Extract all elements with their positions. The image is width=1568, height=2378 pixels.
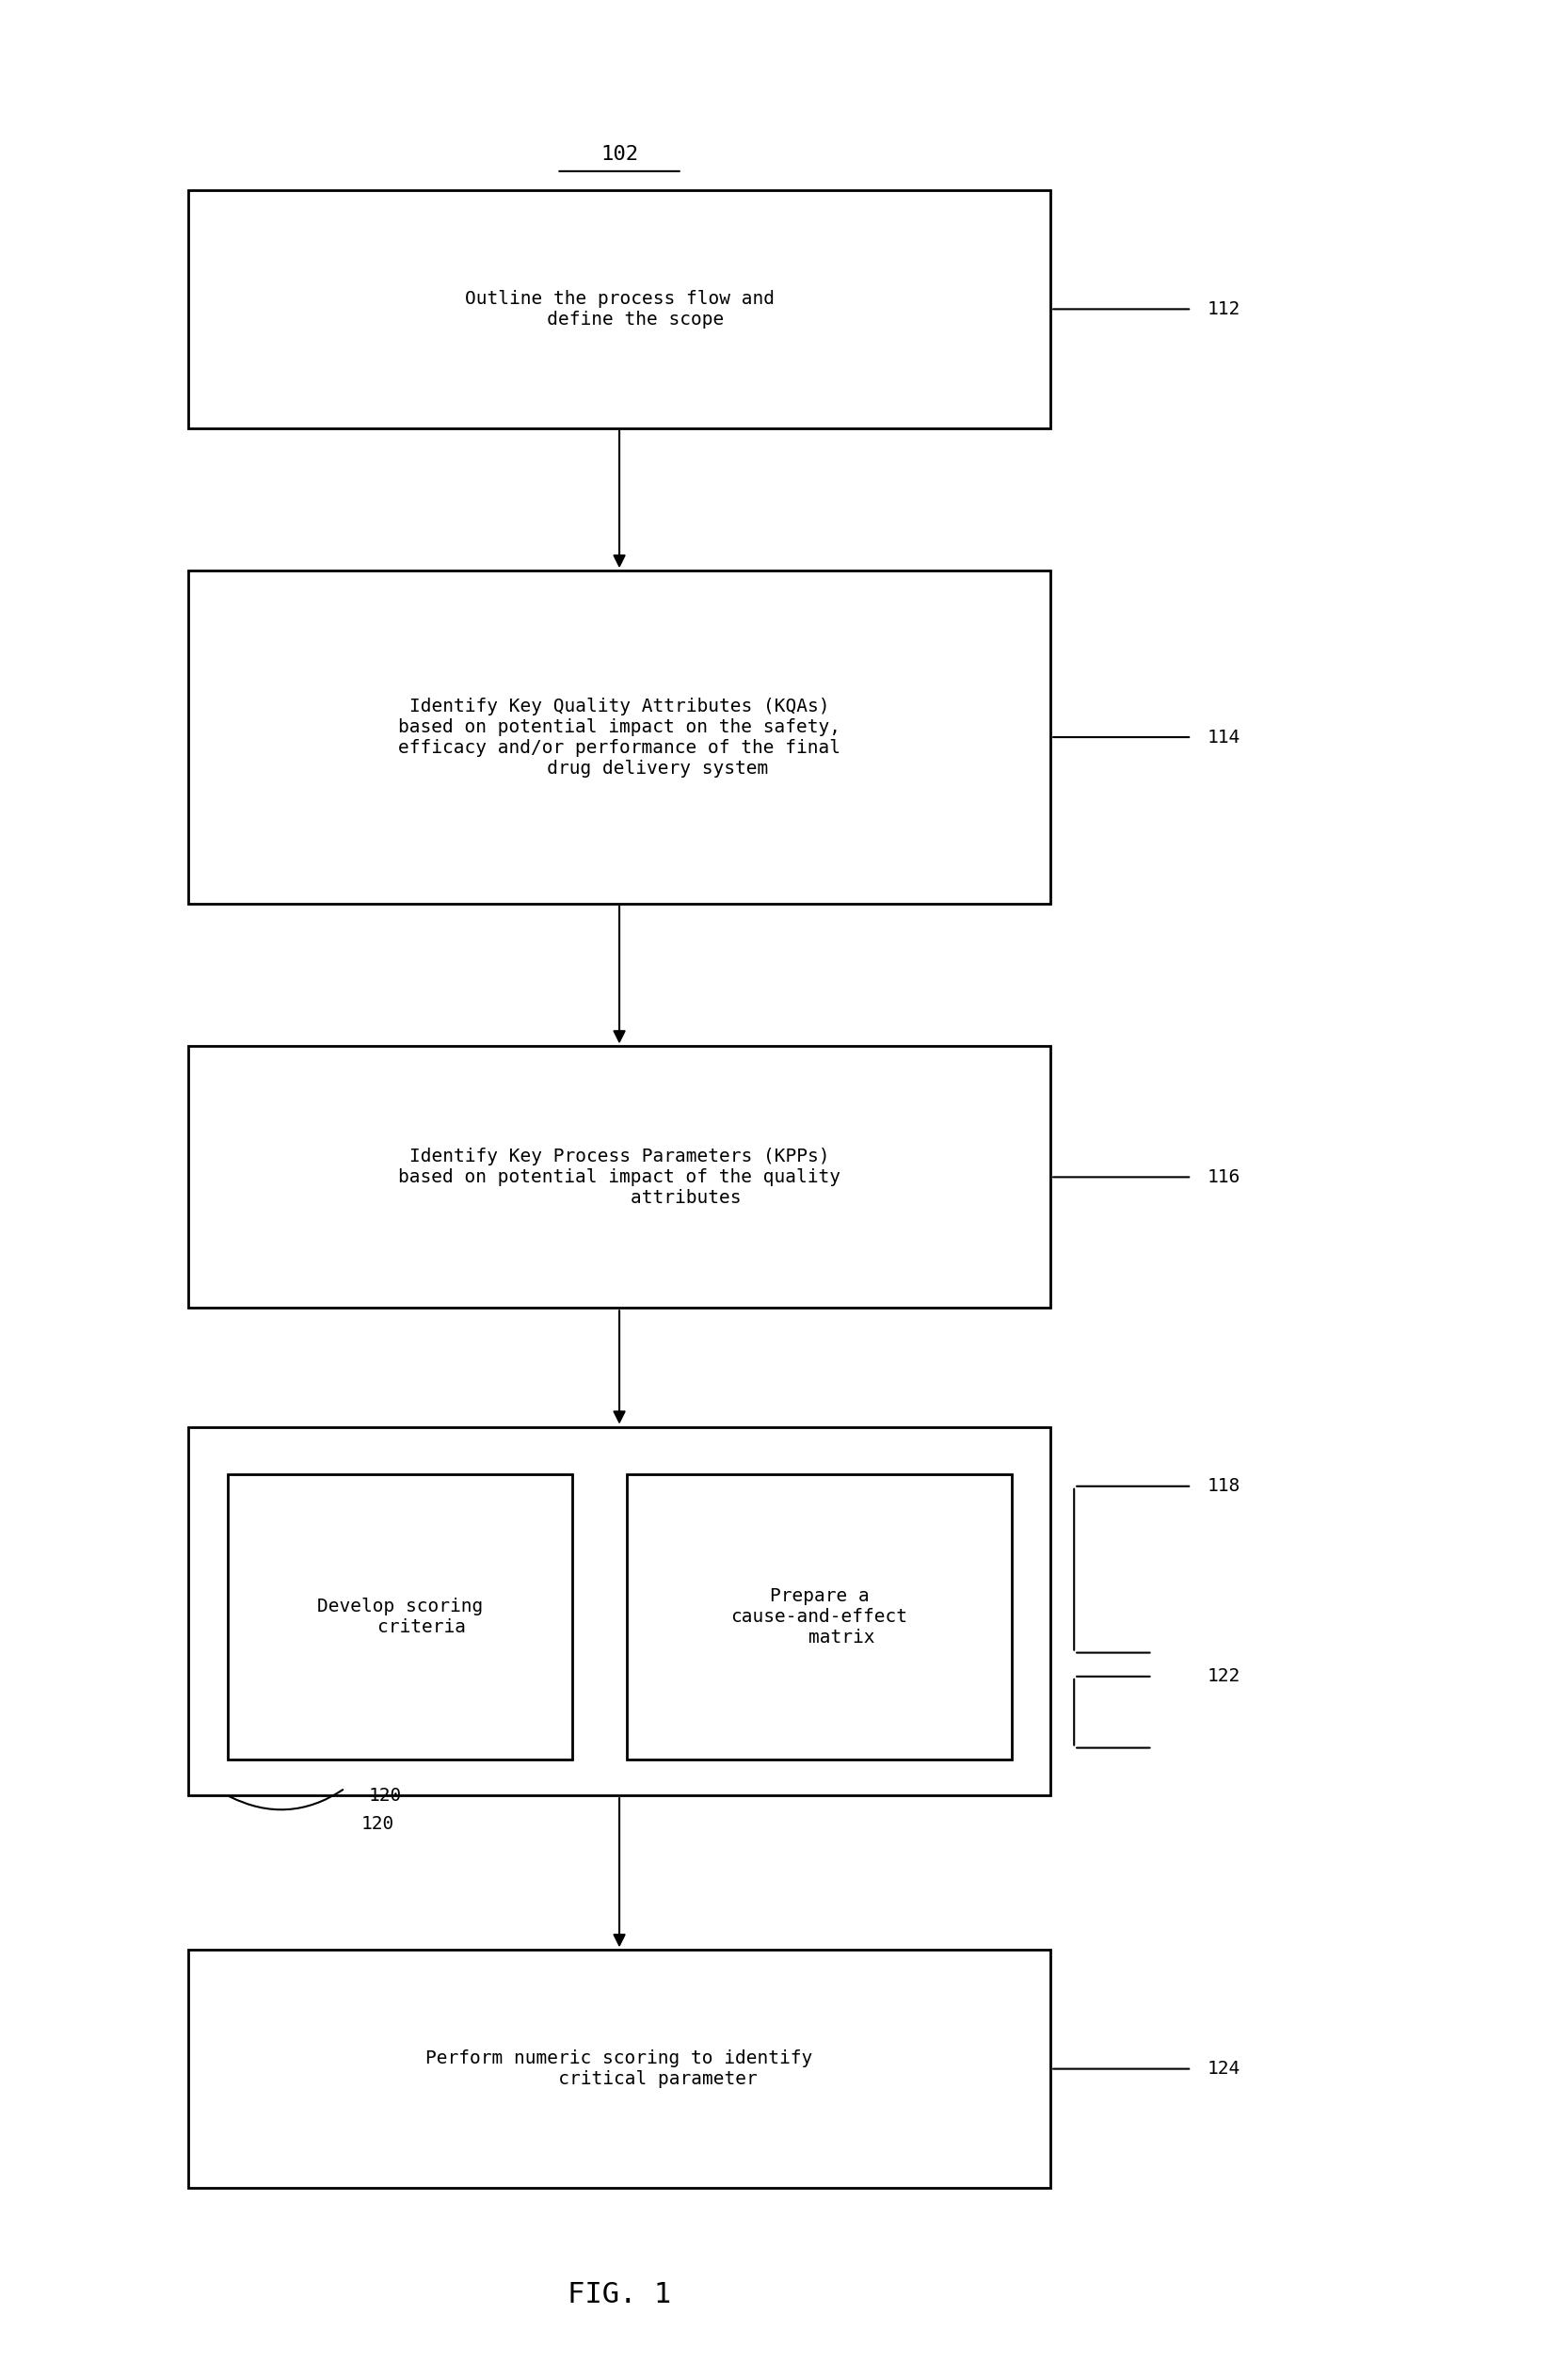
Text: FIG. 1: FIG. 1 <box>568 2281 671 2309</box>
Text: Develop scoring
    criteria: Develop scoring criteria <box>317 1598 483 1636</box>
Text: 112: 112 <box>1207 300 1240 319</box>
Text: 122: 122 <box>1207 1667 1240 1686</box>
Text: 102: 102 <box>601 145 638 164</box>
Text: 114: 114 <box>1207 728 1240 747</box>
Text: Prepare a
cause-and-effect
    matrix: Prepare a cause-and-effect matrix <box>731 1589 908 1646</box>
Text: 118: 118 <box>1207 1477 1240 1496</box>
Text: Identify Key Quality Attributes (KQAs)
based on potential impact on the safety,
: Identify Key Quality Attributes (KQAs) b… <box>398 697 840 778</box>
FancyBboxPatch shape <box>188 190 1051 428</box>
FancyBboxPatch shape <box>627 1474 1011 1760</box>
Text: Outline the process flow and
   define the scope: Outline the process flow and define the … <box>464 290 775 328</box>
Text: 124: 124 <box>1207 2059 1240 2078</box>
Text: 116: 116 <box>1207 1168 1240 1187</box>
Text: Perform numeric scoring to identify
       critical parameter: Perform numeric scoring to identify crit… <box>426 2050 812 2088</box>
FancyBboxPatch shape <box>188 1046 1051 1308</box>
FancyBboxPatch shape <box>188 571 1051 904</box>
Text: 120: 120 <box>361 1814 394 1833</box>
Text: 120: 120 <box>368 1786 401 1805</box>
Text: Identify Key Process Parameters (KPPs)
based on potential impact of the quality
: Identify Key Process Parameters (KPPs) b… <box>398 1149 840 1206</box>
FancyBboxPatch shape <box>188 1950 1051 2188</box>
FancyBboxPatch shape <box>188 1427 1051 1795</box>
FancyBboxPatch shape <box>227 1474 572 1760</box>
